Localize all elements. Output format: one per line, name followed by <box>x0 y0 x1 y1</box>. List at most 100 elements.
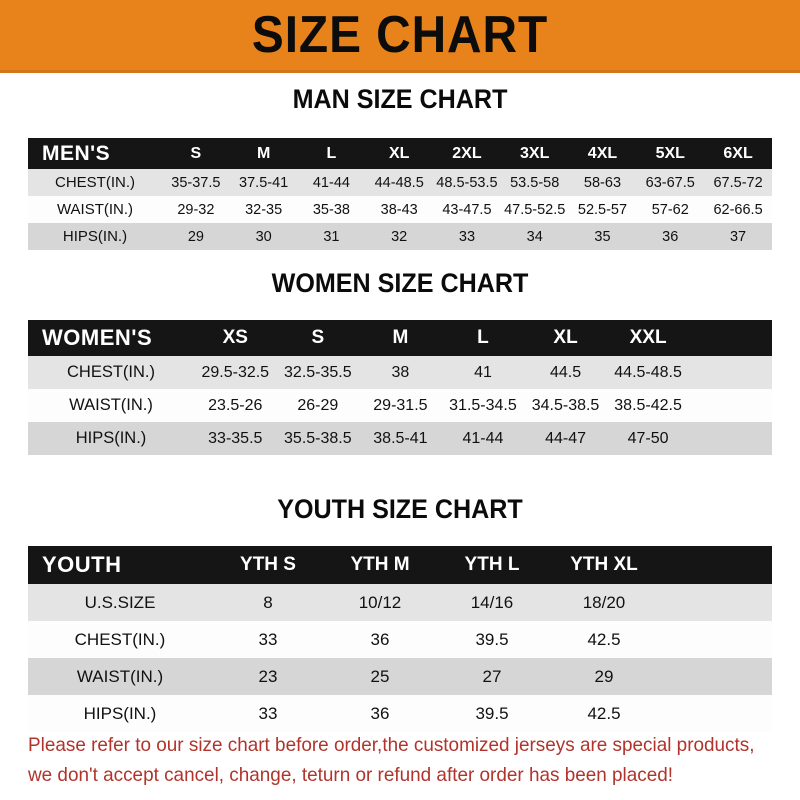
man-measurement-cell: 58-63 <box>568 169 637 196</box>
man-measurement-cell: 63-67.5 <box>636 169 705 196</box>
women-size-header <box>689 320 772 356</box>
women-section-title: WOMEN SIZE CHART <box>271 268 529 298</box>
man-row-label: HIPS(IN.) <box>28 223 162 250</box>
women-size-header: XS <box>194 320 277 356</box>
man-measurement-cell: 47.5-52.5 <box>500 196 569 223</box>
table-row: HIPS(IN.) 29 30 31 32 33 34 35 36 37 <box>28 223 772 250</box>
man-measurement-cell: 36 <box>636 223 705 250</box>
youth-corner-label: YOUTH <box>28 546 212 584</box>
women-measurement-cell <box>689 422 772 455</box>
women-measurement-cell: 29-31.5 <box>359 389 442 422</box>
youth-size-header: YTH M <box>324 546 436 584</box>
youth-measurement-cell: 39.5 <box>436 621 548 658</box>
youth-measurement-cell: 10/12 <box>324 584 436 621</box>
youth-size-header <box>660 546 772 584</box>
footer-disclaimer: Please refer to our size chart before or… <box>28 730 756 790</box>
women-measurement-cell: 38.5-41 <box>359 422 442 455</box>
youth-measurement-cell: 36 <box>324 695 436 732</box>
man-size-table: MEN'S S M L XL 2XL 3XL 4XL 5XL 6XL CHEST(IN.) 35-37… <box>28 138 772 250</box>
page-banner: SIZE CHART <box>0 0 800 73</box>
youth-table-body: YOUTH YTH S YTH M YTH L YTH XL U.S.SIZE 8 10/12… <box>28 546 772 732</box>
youth-row-label: HIPS(IN.) <box>28 695 212 732</box>
youth-size-header: YTH L <box>436 546 548 584</box>
women-measurement-cell: 23.5-26 <box>194 389 277 422</box>
table-row: WAIST(IN.) 23 25 27 29 <box>28 658 772 695</box>
man-size-header: 4XL <box>568 138 637 169</box>
man-size-header: 2XL <box>433 138 501 169</box>
man-measurement-cell: 43-47.5 <box>433 196 501 223</box>
women-measurement-cell: 31.5-34.5 <box>441 389 525 422</box>
man-measurement-cell: 41-44 <box>297 169 366 196</box>
women-measurement-cell: 41 <box>441 356 525 389</box>
women-measurement-cell: 26-29 <box>276 389 360 422</box>
youth-size-header: YTH XL <box>548 546 660 584</box>
women-size-header: L <box>441 320 525 356</box>
youth-row-label: CHEST(IN.) <box>28 621 212 658</box>
man-corner-label: MEN'S <box>28 138 162 169</box>
man-section-title: MAN SIZE CHART <box>292 84 508 114</box>
man-size-header: M <box>229 138 298 169</box>
women-row-label: CHEST(IN.) <box>28 356 194 389</box>
youth-measurement-cell: 29 <box>548 658 660 695</box>
man-size-header: 6XL <box>704 138 772 169</box>
women-size-table: WOMEN'S XS S M L XL XXL CHEST(IN.) 29.5-32.5 32.5… <box>28 320 772 455</box>
youth-section-title: YOUTH SIZE CHART <box>277 494 523 524</box>
man-measurement-cell: 53.5-58 <box>500 169 569 196</box>
table-row: WAIST(IN.) 29-32 32-35 35-38 38-43 43-47.5 47.… <box>28 196 772 223</box>
women-row-label: WAIST(IN.) <box>28 389 194 422</box>
man-measurement-cell: 32 <box>365 223 434 250</box>
women-measurement-cell: 47-50 <box>606 422 690 455</box>
man-measurement-cell: 57-62 <box>636 196 705 223</box>
man-measurement-cell: 35-38 <box>297 196 366 223</box>
youth-row-label: WAIST(IN.) <box>28 658 212 695</box>
women-size-header: XL <box>524 320 607 356</box>
table-row: WAIST(IN.) 23.5-26 26-29 29-31.5 31.5-34.5 34… <box>28 389 772 422</box>
women-measurement-cell: 32.5-35.5 <box>276 356 360 389</box>
youth-measurement-cell: 33 <box>212 621 324 658</box>
women-row-label: HIPS(IN.) <box>28 422 194 455</box>
women-measurement-cell: 34.5-38.5 <box>524 389 607 422</box>
youth-measurement-cell <box>660 695 772 732</box>
man-row-label: WAIST(IN.) <box>28 196 162 223</box>
man-measurement-cell: 29 <box>162 223 230 250</box>
women-measurement-cell: 38 <box>359 356 442 389</box>
youth-measurement-cell: 39.5 <box>436 695 548 732</box>
youth-measurement-cell: 18/20 <box>548 584 660 621</box>
women-header-row: WOMEN'S XS S M L XL XXL <box>28 320 772 356</box>
youth-measurement-cell: 36 <box>324 621 436 658</box>
page-title: SIZE CHART <box>251 6 549 64</box>
man-measurement-cell: 34 <box>500 223 569 250</box>
footer-line-1: Please refer to our size chart before or… <box>28 734 755 756</box>
man-table-body: MEN'S S M L XL 2XL 3XL 4XL 5XL 6XL CHEST(IN.) 35-37… <box>28 138 772 250</box>
youth-measurement-cell: 42.5 <box>548 621 660 658</box>
youth-measurement-cell: 42.5 <box>548 695 660 732</box>
youth-measurement-cell <box>660 584 772 621</box>
women-measurement-cell: 44.5-48.5 <box>606 356 690 389</box>
women-measurement-cell: 41-44 <box>441 422 525 455</box>
table-row: U.S.SIZE 8 10/12 14/16 18/20 <box>28 584 772 621</box>
youth-measurement-cell: 14/16 <box>436 584 548 621</box>
man-row-label: CHEST(IN.) <box>28 169 162 196</box>
man-measurement-cell: 30 <box>229 223 298 250</box>
man-measurement-cell: 31 <box>297 223 366 250</box>
man-measurement-cell: 35 <box>568 223 637 250</box>
youth-measurement-cell <box>660 658 772 695</box>
man-measurement-cell: 29-32 <box>162 196 230 223</box>
women-measurement-cell: 44.5 <box>524 356 607 389</box>
youth-header-row: YOUTH YTH S YTH M YTH L YTH XL <box>28 546 772 584</box>
youth-measurement-cell: 25 <box>324 658 436 695</box>
man-measurement-cell: 62-66.5 <box>704 196 772 223</box>
youth-measurement-cell: 33 <box>212 695 324 732</box>
women-table-body: WOMEN'S XS S M L XL XXL CHEST(IN.) 29.5-32.5 32.5… <box>28 320 772 455</box>
youth-size-header: YTH S <box>212 546 324 584</box>
man-size-header: S <box>162 138 230 169</box>
table-row: CHEST(IN.) 29.5-32.5 32.5-35.5 38 41 44.5 44.5… <box>28 356 772 389</box>
women-measurement-cell: 44-47 <box>524 422 607 455</box>
table-row: HIPS(IN.) 33-35.5 35.5-38.5 38.5-41 41-44 44-… <box>28 422 772 455</box>
women-measurement-cell: 38.5-42.5 <box>606 389 690 422</box>
youth-measurement-cell: 27 <box>436 658 548 695</box>
women-size-header: M <box>359 320 442 356</box>
women-size-header: S <box>276 320 360 356</box>
man-measurement-cell: 37 <box>704 223 772 250</box>
